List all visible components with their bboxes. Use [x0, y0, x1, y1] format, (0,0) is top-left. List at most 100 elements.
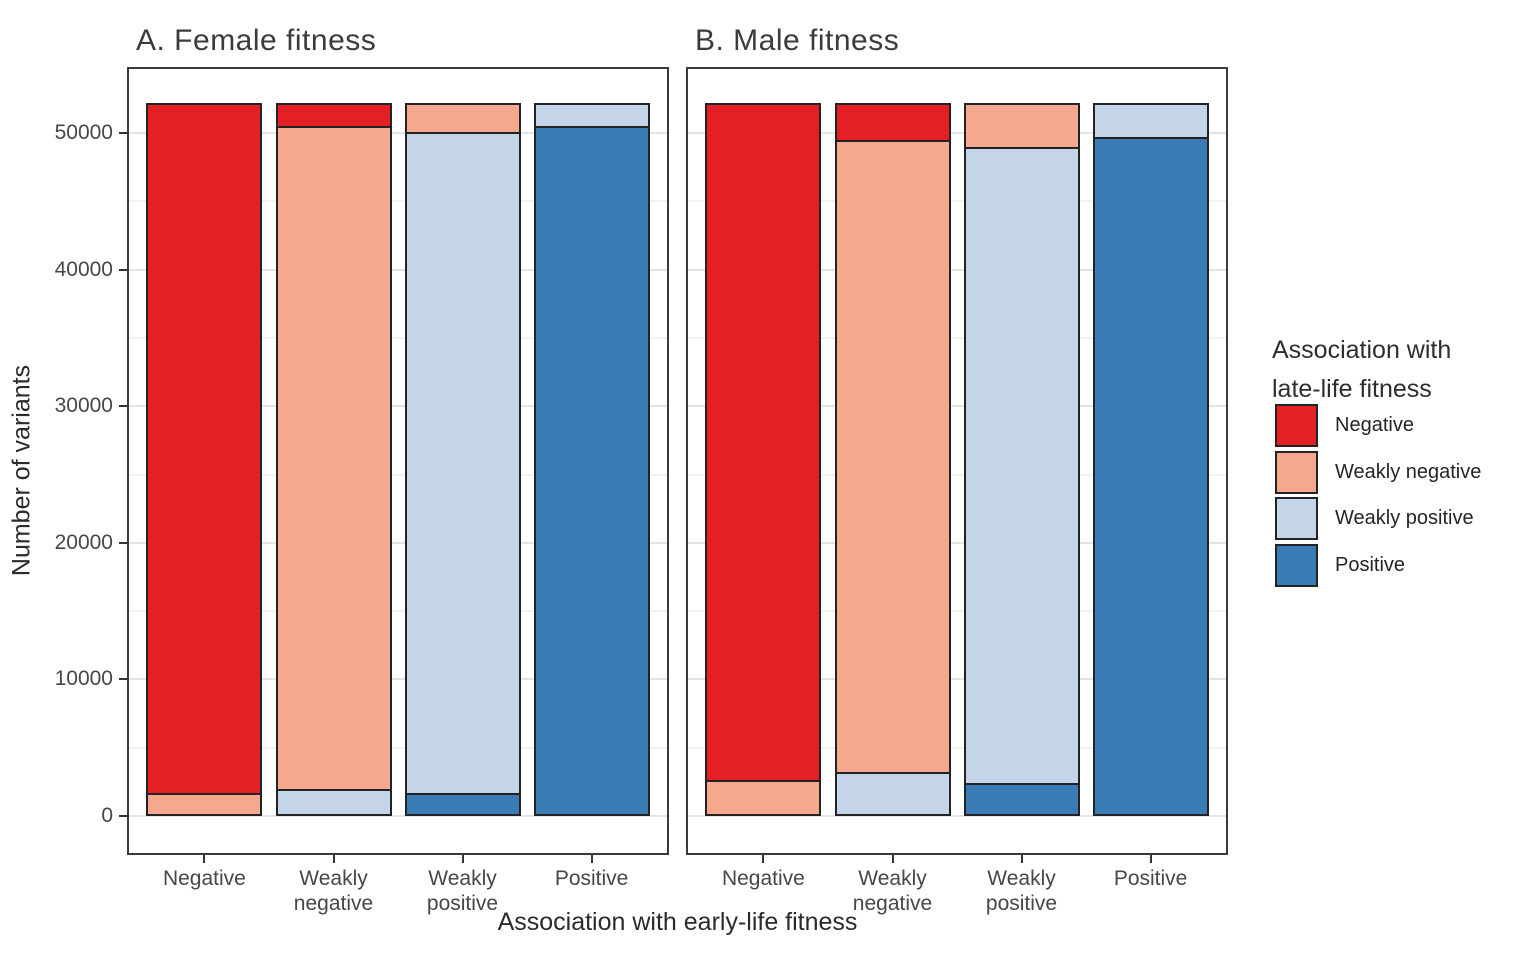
x-tick-mark [1149, 855, 1152, 863]
x-tick-label: Positive [1113, 867, 1188, 890]
legend-label: Negative [1335, 414, 1414, 436]
x-tick-label: Weakly negative [852, 867, 933, 915]
bar-segment-weakly-positive [533, 102, 650, 127]
y-tick-label: 50000 [54, 121, 113, 144]
gridline-minor [127, 610, 669, 613]
bar-segment-weakly-negative [963, 102, 1080, 147]
bar-outline [146, 102, 263, 816]
legend-item-weakly-negative: Weakly negative [1275, 450, 1515, 494]
bar-outline [533, 102, 650, 816]
gridline-minor [127, 746, 669, 749]
gridline-major [127, 405, 669, 408]
bar-outline [963, 102, 1080, 816]
gridline-major [127, 541, 669, 544]
bar-segment-positive [963, 783, 1080, 816]
gridline-minor [686, 473, 1228, 476]
legend-key-swatch [1275, 404, 1318, 447]
legend-label: Weakly negative [1335, 460, 1482, 483]
gridline-major [127, 678, 669, 681]
panel-a-title: A. Female fitness [136, 24, 377, 57]
panel-b-title: B. Male fitness [695, 24, 900, 57]
stacked-bar-weakly-positive [404, 102, 521, 816]
stacked-bar-positive [533, 102, 650, 816]
x-axis-title: Association with early-life fitness [497, 908, 858, 936]
bar-outline [275, 102, 392, 816]
bar-outline [834, 102, 951, 816]
gridline-major [127, 268, 669, 271]
gridline-minor [127, 336, 669, 339]
bar-segment-positive [533, 126, 650, 816]
gridline-minor [686, 336, 1228, 339]
legend-label: Weakly positive [1335, 507, 1474, 530]
gridline-major [127, 132, 669, 134]
bar-segment-weakly-negative [705, 780, 822, 816]
x-tick-mark [1020, 855, 1023, 863]
legend-key-swatch [1275, 450, 1318, 494]
legend-items: Negative Weakly negative Weakly positive Po… [1275, 404, 1515, 644]
gridline-major [127, 815, 669, 817]
y-tick-label: 20000 [54, 530, 113, 554]
y-tick-mark [119, 678, 127, 681]
y-tick-label: 10000 [54, 667, 113, 691]
panel-a-female-fitness [127, 67, 669, 855]
bar-segment-negative [275, 102, 392, 127]
legend-title-line-2: late-life fitness [1272, 375, 1432, 403]
gridline-minor [127, 200, 669, 203]
bar-segment-negative [834, 102, 951, 140]
legend-item-negative: Negative [1275, 404, 1515, 447]
y-tick-mark [119, 405, 127, 408]
x-tick-label: Weakly positive [985, 867, 1058, 915]
bar-segment-weakly-positive [963, 146, 1080, 784]
legend-key-swatch [1275, 544, 1318, 588]
legend-title-line-1: Association with [1272, 336, 1452, 364]
stacked-bar-positive [1092, 102, 1209, 816]
y-axis-title: Number of variants [7, 364, 36, 577]
gridline-major [686, 132, 1228, 134]
stacked-bar-weakly-positive [963, 102, 1080, 816]
x-tick-label: Weakly negative [293, 867, 374, 915]
legend: Association with late-life fitness Negat… [1272, 331, 1532, 588]
bar-segment-weakly-positive [404, 131, 521, 793]
gridline-minor [686, 610, 1228, 613]
y-tick-label: 0 [101, 804, 113, 827]
x-tick-mark [461, 855, 464, 863]
bar-segment-negative [705, 102, 822, 781]
bar-segment-weakly-negative [834, 139, 951, 773]
gridline-major [686, 541, 1228, 544]
x-tick-label: Positive [554, 867, 629, 890]
legend-item-weakly-positive: Weakly positive [1275, 497, 1515, 541]
legend-item-positive: Positive [1275, 544, 1515, 588]
stacked-bar-negative [705, 102, 822, 816]
bar-segment-positive [404, 792, 521, 816]
x-tick-label: Negative [721, 867, 805, 890]
x-tick-label: Weakly positive [426, 867, 499, 915]
x-tick-mark [891, 855, 894, 863]
x-tick-mark [762, 855, 765, 863]
bar-segment-weakly-positive [834, 772, 951, 816]
y-tick-mark [119, 815, 127, 817]
gridline-major [686, 405, 1228, 408]
stacked-bar-weakly-negative [834, 102, 951, 816]
gridline-major [686, 678, 1228, 681]
bar-outline [705, 102, 822, 816]
bar-segment-weakly-negative [404, 102, 521, 132]
y-tick-label: 30000 [54, 394, 113, 418]
legend-key-swatch [1275, 497, 1318, 541]
y-tick-mark [119, 132, 127, 134]
y-tick-label: 40000 [54, 257, 113, 281]
panel-b-male-fitness [686, 67, 1228, 855]
gridline-minor [127, 473, 669, 476]
gridline-minor [686, 746, 1228, 749]
y-tick-mark [119, 541, 127, 544]
bar-segment-weakly-negative [146, 792, 263, 816]
gridline-major [686, 815, 1228, 817]
gridline-major [686, 268, 1228, 271]
bar-segment-negative [146, 102, 263, 793]
bar-segment-weakly-positive [1092, 102, 1209, 138]
stacked-bar-negative [146, 102, 263, 816]
legend-label: Positive [1335, 554, 1406, 577]
bar-outline [404, 102, 521, 816]
bar-segment-weakly-positive [275, 788, 392, 816]
x-tick-mark [332, 855, 335, 863]
